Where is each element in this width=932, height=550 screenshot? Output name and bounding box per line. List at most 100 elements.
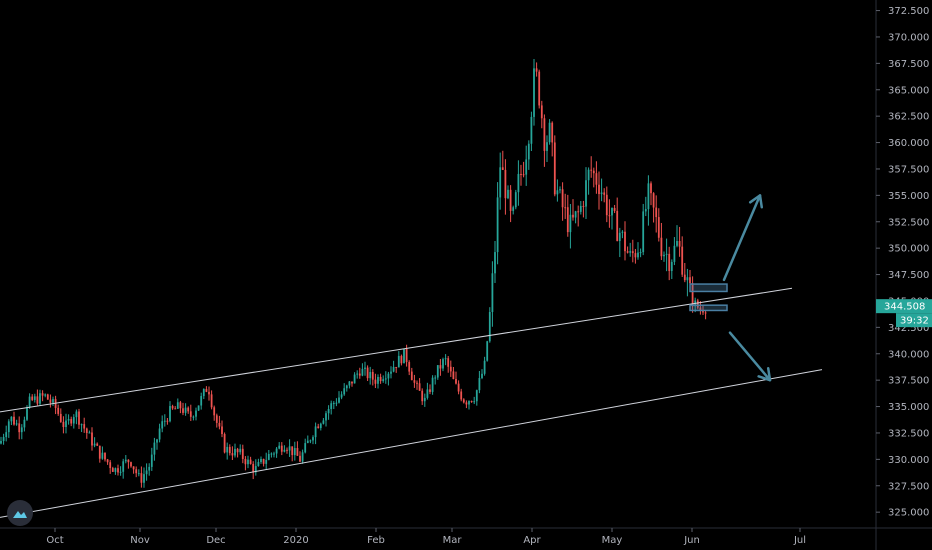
candle-body xyxy=(429,389,431,392)
candle-body xyxy=(18,423,21,433)
candle-body xyxy=(231,453,234,456)
candle-body xyxy=(460,391,463,400)
candle-body xyxy=(525,159,528,175)
candle-body xyxy=(327,409,330,414)
candle-body xyxy=(527,143,530,160)
candle-body xyxy=(457,383,460,392)
candle-body xyxy=(439,365,442,369)
price-axis[interactable]: 325.000 327.500 330.000 332.500 335.000 337.5… xyxy=(875,0,929,550)
price-tick-label: 352.500 xyxy=(888,217,929,228)
channel-lower-line[interactable] xyxy=(0,369,823,518)
candle-body xyxy=(642,211,645,253)
candle-body xyxy=(153,442,156,455)
arrow-down[interactable] xyxy=(728,331,772,382)
candle-body xyxy=(145,470,148,475)
candle-body xyxy=(44,394,47,396)
candle-body xyxy=(390,371,392,374)
candle-body xyxy=(670,261,673,271)
candle-body xyxy=(234,448,236,456)
last-price-badge xyxy=(876,299,932,314)
candle-body xyxy=(582,205,585,207)
candle-body xyxy=(49,399,52,403)
candle-body xyxy=(223,434,226,453)
candle-body xyxy=(124,459,127,462)
time-axis[interactable]: Oct Nov Dec 2020 Feb Mar Apr May Jun Jul xyxy=(0,527,932,546)
candle-body xyxy=(7,421,10,433)
price-tick-label: 350.000 xyxy=(888,244,929,255)
candle-body xyxy=(140,473,143,483)
candle-body xyxy=(330,403,333,410)
candle-body xyxy=(293,448,296,456)
candle-body xyxy=(195,410,197,417)
candle-body xyxy=(507,189,509,199)
candle-body xyxy=(449,366,452,372)
candle-body xyxy=(345,385,348,389)
candle-body xyxy=(462,399,465,403)
candle-body xyxy=(41,393,44,396)
candle-body xyxy=(689,277,691,284)
candle-body xyxy=(343,388,346,395)
candle-body xyxy=(137,473,140,475)
candle-body xyxy=(361,368,364,376)
candle-body xyxy=(13,416,15,425)
candle-body xyxy=(600,192,603,195)
candle-body xyxy=(262,458,265,464)
candle-body xyxy=(512,207,515,211)
price-tick-label: 365.000 xyxy=(888,85,929,96)
candle-body xyxy=(473,401,476,403)
candle-body xyxy=(257,462,260,467)
candle-body xyxy=(491,273,494,313)
price-tick-label: 340.000 xyxy=(888,349,929,360)
candle-body xyxy=(699,307,702,311)
candle-body xyxy=(291,446,294,456)
candle-body xyxy=(379,376,382,382)
candle-body xyxy=(540,105,543,119)
candle-body xyxy=(192,416,195,418)
price-tick-label: 360.000 xyxy=(888,138,929,149)
candle-body xyxy=(397,355,400,368)
candle-body xyxy=(280,445,283,452)
candle-body xyxy=(426,389,429,398)
candle-body xyxy=(208,391,210,395)
candle-body xyxy=(481,373,483,379)
candle-body xyxy=(228,446,231,454)
candle-body xyxy=(598,184,600,195)
time-tick-label: Apr xyxy=(523,535,541,546)
candle-body xyxy=(631,251,634,254)
candle-body xyxy=(629,251,632,253)
zone-upper-box[interactable] xyxy=(689,283,728,293)
candle-body xyxy=(267,453,270,460)
zone-lower-box[interactable] xyxy=(689,304,728,312)
candle-body xyxy=(65,420,67,428)
price-tick-label: 367.500 xyxy=(888,59,929,70)
candle-body xyxy=(286,449,288,451)
candle-body xyxy=(530,116,533,144)
candle-body xyxy=(358,373,361,376)
candle-body xyxy=(283,449,286,452)
candle-body xyxy=(10,416,13,422)
candle-body xyxy=(304,443,307,453)
candle-body xyxy=(335,402,338,404)
candle-body xyxy=(517,173,520,193)
candle-body xyxy=(254,466,257,473)
tradingview-logo[interactable] xyxy=(7,500,33,526)
candle-body xyxy=(535,68,538,72)
countdown-badge xyxy=(896,313,932,328)
candle-body xyxy=(67,419,70,421)
price-tick-label: 332.500 xyxy=(888,428,929,439)
candle-body xyxy=(650,183,652,194)
candle-body xyxy=(504,169,507,199)
candle-body xyxy=(665,253,668,255)
candle-body xyxy=(205,389,208,392)
candle-body xyxy=(704,312,707,314)
channel-upper-line[interactable] xyxy=(0,287,793,413)
candle-body xyxy=(26,407,28,420)
candle-body xyxy=(166,420,169,422)
candle-body xyxy=(278,445,281,449)
candle-body xyxy=(252,463,255,473)
arrow-up[interactable] xyxy=(722,194,764,282)
candle-body xyxy=(566,207,569,233)
candle-body xyxy=(392,367,395,372)
candle-body xyxy=(683,274,686,281)
